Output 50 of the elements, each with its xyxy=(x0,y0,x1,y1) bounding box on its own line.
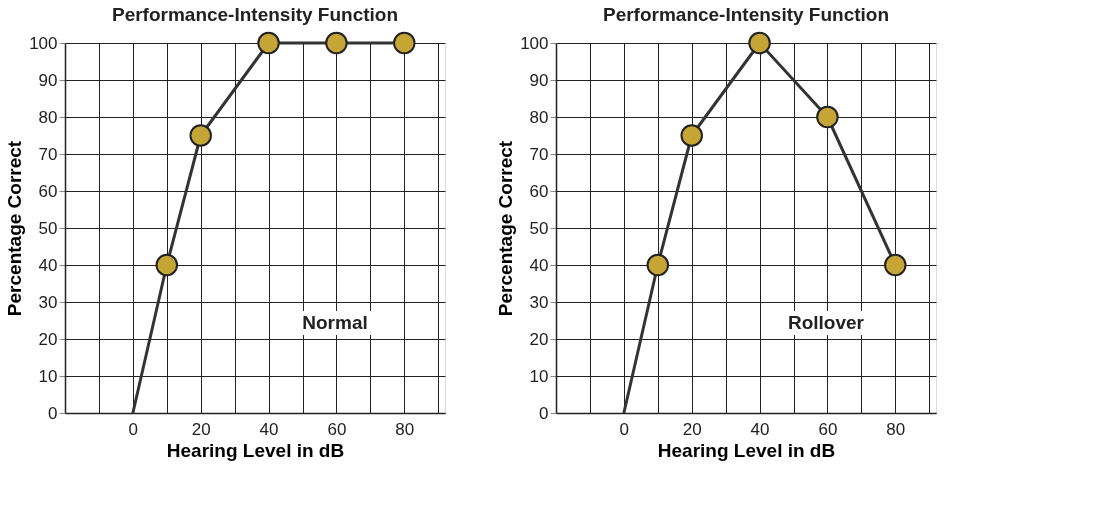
y-tick-label: 80 xyxy=(38,107,58,127)
point xyxy=(884,253,907,277)
point xyxy=(155,253,179,277)
x-axis-title: Hearing Level in dB xyxy=(657,439,836,461)
point xyxy=(816,105,839,129)
y-tick-label: 20 xyxy=(529,329,549,349)
point xyxy=(325,31,348,55)
x-tick-label: 0 xyxy=(128,419,139,439)
y-tick-label: 20 xyxy=(38,329,58,349)
point xyxy=(189,124,212,147)
point xyxy=(748,31,771,55)
point xyxy=(680,124,703,147)
chart-title: Performance-Intensity Function xyxy=(602,3,890,25)
x-tick-label: 60 xyxy=(818,419,838,439)
y-tick-label: 100 xyxy=(520,33,549,53)
y-axis-title: Percentage Correct xyxy=(4,140,26,317)
x-tick-label: 60 xyxy=(327,419,347,439)
y-tick-label: 40 xyxy=(38,255,58,275)
chart-title: Performance-Intensity Function xyxy=(111,3,399,25)
point xyxy=(393,31,416,55)
y-tick-label: 0 xyxy=(48,403,58,423)
y-tick-label: 40 xyxy=(529,255,549,275)
x-tick-label: 40 xyxy=(259,419,279,439)
y-tick-label: 10 xyxy=(38,366,58,386)
x-tick-label: 20 xyxy=(191,419,211,439)
y-tick-label: 90 xyxy=(529,70,549,90)
y-tick-label: 10 xyxy=(529,366,549,386)
y-tick-label: 50 xyxy=(38,218,58,238)
annotation: Rollover xyxy=(787,312,865,333)
x-tick-label: 80 xyxy=(886,419,906,439)
x-axis-title: Hearing Level in dB xyxy=(166,439,345,461)
x-tick-label: 20 xyxy=(682,419,702,439)
annotation: Normal xyxy=(302,312,368,333)
x-tick-label: 40 xyxy=(750,419,770,439)
point xyxy=(257,31,280,55)
y-tick-label: 100 xyxy=(29,33,58,53)
x-tick-label: 0 xyxy=(619,419,630,439)
y-tick-label: 60 xyxy=(38,181,58,201)
y-tick-label: 0 xyxy=(539,403,549,423)
y-tick-label: 50 xyxy=(529,218,549,238)
y-tick-label: 80 xyxy=(529,107,549,127)
y-tick-label: 90 xyxy=(38,70,58,90)
y-axis-title: Percentage Correct xyxy=(495,140,517,317)
x-tick-label: 80 xyxy=(395,419,415,439)
y-tick-label: 60 xyxy=(529,181,549,201)
y-tick-label: 30 xyxy=(38,292,58,312)
y-tick-label: 70 xyxy=(38,144,58,164)
y-tick-label: 70 xyxy=(529,144,549,164)
point xyxy=(646,253,670,277)
y-tick-label: 30 xyxy=(529,292,549,312)
